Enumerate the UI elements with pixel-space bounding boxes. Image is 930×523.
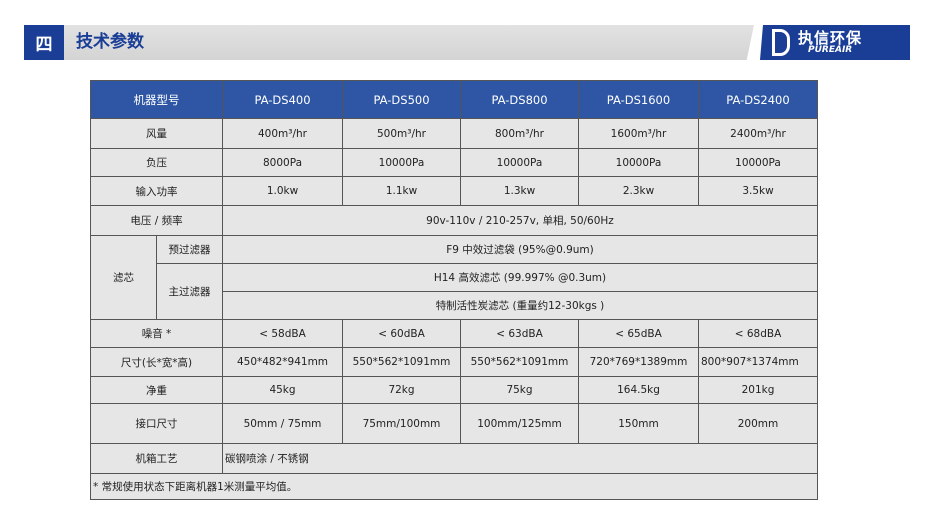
cell: 800m³/hr <box>460 118 579 149</box>
cell: 550*562*1091mm <box>342 347 461 377</box>
cell: 8000Pa <box>222 148 343 177</box>
cell: H14 高效滤芯 (99.997% @0.3um) <box>222 263 818 292</box>
cell: 10000Pa <box>698 148 818 177</box>
header-cell: PA-DS400 <box>222 80 343 119</box>
table-row: 主过滤器 H14 高效滤芯 (99.997% @0.3um) <box>91 263 818 320</box>
cell: < 68dBA <box>698 319 818 348</box>
row-label: 尺寸(长*宽*高) <box>90 347 223 377</box>
cell: 400m³/hr <box>222 118 343 149</box>
section-banner <box>24 25 754 60</box>
cell: 碳钢喷涂 / 不锈钢 <box>222 443 818 474</box>
table-row: 风量 400m³/hr 500m³/hr 800m³/hr 1600m³/hr 2400… <box>90 118 818 149</box>
cell: 550*562*1091mm <box>460 347 579 377</box>
cell: 800*907*1374mm <box>698 347 818 377</box>
row-label: 机箱工艺 <box>90 443 223 474</box>
cell: 450*482*941mm <box>222 347 343 377</box>
table-row: 净重 45kg 72kg 75kg 164.5kg 201kg <box>90 376 818 404</box>
page-title: 技术参数 <box>76 32 144 52</box>
table-header-row: 机器型号 PA-DS400 PA-DS500 PA-DS800 PA-DS160… <box>90 80 818 119</box>
section-number: 四 <box>24 25 64 60</box>
cell: 1600m³/hr <box>578 118 699 149</box>
table-row: 尺寸(长*宽*高) 450*482*941mm 550*562*1091mm 550… <box>90 347 818 377</box>
cell: 特制活性炭滤芯 (重量约12-30kgs ) <box>222 291 818 320</box>
table-row: 负压 8000Pa 10000Pa 10000Pa 10000Pa 10000Pa <box>90 148 818 177</box>
spec-table: 机器型号 PA-DS400 PA-DS500 PA-DS800 PA-DS160… <box>90 80 818 500</box>
row-label: 负压 <box>90 148 223 177</box>
cell: 150mm <box>578 403 699 444</box>
cell: < 63dBA <box>460 319 579 348</box>
cell: 2400m³/hr <box>698 118 818 149</box>
cell: 10000Pa <box>460 148 579 177</box>
cell: 10000Pa <box>578 148 699 177</box>
header-cell: 机器型号 <box>90 80 223 119</box>
table-row: 输入功率 1.0kw 1.1kw 1.3kw 2.3kw 3.5kw <box>90 176 818 206</box>
table-row: 特制活性炭滤芯 (重量约12-30kgs ) <box>91 291 818 320</box>
row-label: 输入功率 <box>90 176 223 206</box>
row-label: 电压 / 频率 <box>90 205 223 236</box>
brand-logo: 执信环保 PUREAIR <box>760 25 910 60</box>
cell: 72kg <box>342 376 461 404</box>
logo-cn: 执信环保 <box>798 29 863 47</box>
logo-p-icon <box>772 29 790 56</box>
row-label: 接口尺寸 <box>90 403 223 444</box>
row-label: 噪音 * <box>90 319 223 348</box>
cell: 200mm <box>698 403 818 444</box>
row-label: 风量 <box>90 118 223 149</box>
cell: 45kg <box>222 376 343 404</box>
cell: 2.3kw <box>578 176 699 206</box>
cell: 3.5kw <box>698 176 818 206</box>
cell: 201kg <box>698 376 818 404</box>
cell: 1.1kw <box>342 176 461 206</box>
row-label: 滤芯 <box>90 235 157 320</box>
cell: 1.0kw <box>222 176 343 206</box>
footnote: * 常规使用状态下距离机器1米测量平均值。 <box>90 473 818 500</box>
cell: 75mm/100mm <box>342 403 461 444</box>
header-cell: PA-DS800 <box>460 80 579 119</box>
table-row: 电压 / 频率 90v-110v / 210-257v, 单相, 50/60Hz <box>90 205 818 236</box>
sub-label: 主过滤器 <box>156 263 223 320</box>
cell: 75kg <box>460 376 579 404</box>
cell: 1.3kw <box>460 176 579 206</box>
cell: 720*769*1389mm <box>578 347 699 377</box>
cell: 90v-110v / 210-257v, 单相, 50/60Hz <box>222 205 818 236</box>
logo-en: PUREAIR <box>808 45 853 55</box>
table-row: 滤芯 预过滤器 F9 中效过滤袋 (95%@0.9um) <box>90 235 818 320</box>
cell: 100mm/125mm <box>460 403 579 444</box>
cell: 50mm / 75mm <box>222 403 343 444</box>
cell: 164.5kg <box>578 376 699 404</box>
cell: F9 中效过滤袋 (95%@0.9um) <box>222 235 818 264</box>
cell: 500m³/hr <box>342 118 461 149</box>
table-row: 噪音 * < 58dBA < 60dBA < 63dBA < 65dBA < 68dBA <box>90 319 818 348</box>
sub-label: 预过滤器 <box>156 235 223 264</box>
cell: 10000Pa <box>342 148 461 177</box>
table-row: 接口尺寸 50mm / 75mm 75mm/100mm 100mm/125mm 150… <box>90 403 818 444</box>
header-cell: PA-DS2400 <box>698 80 818 119</box>
cell: < 65dBA <box>578 319 699 348</box>
footnote-row: * 常规使用状态下距离机器1米测量平均值。 <box>90 473 818 500</box>
header-cell: PA-DS500 <box>342 80 461 119</box>
row-label: 净重 <box>90 376 223 404</box>
cell: < 60dBA <box>342 319 461 348</box>
header-cell: PA-DS1600 <box>578 80 699 119</box>
table-row: 机箱工艺 碳钢喷涂 / 不锈钢 <box>90 443 818 474</box>
cell: < 58dBA <box>222 319 343 348</box>
